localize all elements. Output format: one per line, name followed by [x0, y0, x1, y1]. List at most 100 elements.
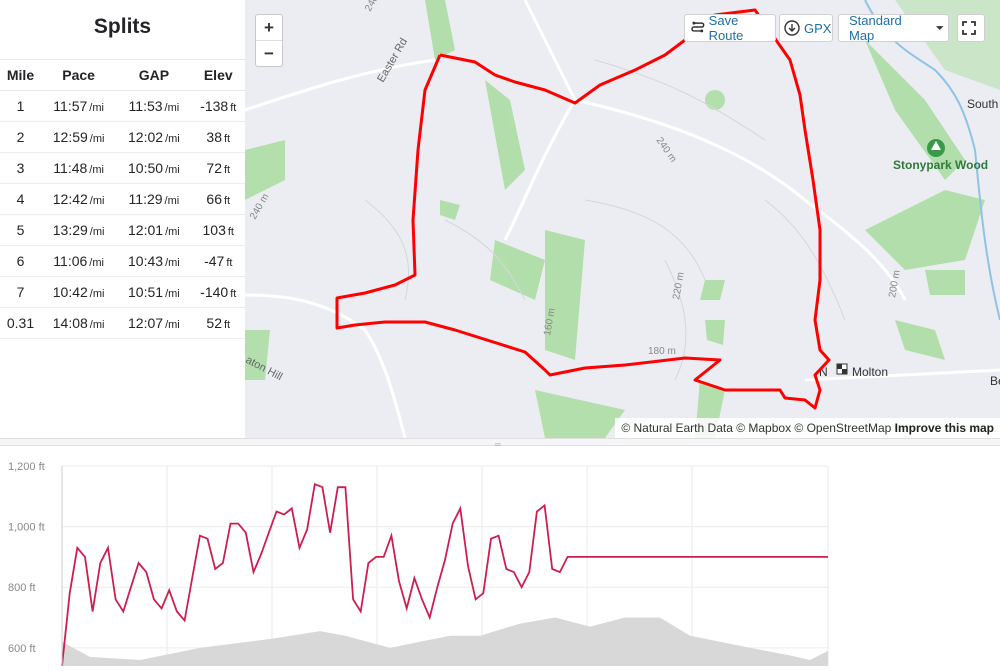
y-tick-label: 800 ft	[8, 582, 36, 594]
split-mile: 4	[0, 183, 41, 215]
fullscreen-button[interactable]	[957, 14, 985, 42]
split-elev-unit: ft	[226, 257, 233, 269]
split-row: 3 11:48/mi 10:50/mi 72 ft	[0, 152, 245, 184]
fullscreen-icon	[962, 21, 976, 35]
split-elev: 103 ft	[191, 214, 245, 246]
split-pace-value: 10:42	[52, 284, 88, 300]
split-elev-value: 72	[206, 160, 222, 176]
panel-divider[interactable]: ═	[0, 438, 1000, 449]
split-mile-value: 3	[16, 160, 25, 176]
split-pace-unit: /mi	[89, 102, 104, 114]
elevation-chart-svg[interactable]: 1,200 ft 1,000 ft 800 ft 600 ft	[0, 446, 1000, 667]
resize-handle-icon[interactable]: ═	[495, 440, 501, 449]
split-mile: 1	[0, 90, 41, 122]
zoom-control: + −	[255, 14, 283, 67]
split-row: 4 12:42/mi 11:29/mi 66 ft	[0, 183, 245, 215]
split-mile-value: 6	[16, 253, 25, 269]
elevation-series-line[interactable]	[61, 482, 828, 667]
y-tick-label: 1,200 ft	[8, 461, 45, 473]
zoom-out-button[interactable]: −	[256, 40, 282, 66]
split-gap-unit: /mi	[165, 288, 180, 300]
split-pace-unit: /mi	[89, 288, 105, 300]
label-contour-2: 240 m	[654, 135, 679, 164]
split-gap-unit: /mi	[165, 257, 180, 269]
label-contour-4: 220 m	[671, 271, 687, 300]
tree-icon	[927, 139, 945, 157]
split-elev-value: 52	[206, 315, 222, 331]
split-elev: 72 ft	[191, 152, 245, 184]
y-tick-label: 1,000 ft	[8, 522, 45, 534]
split-mile-value: 1	[16, 98, 25, 114]
split-mile: 3	[0, 152, 41, 184]
label-molton-a: N	[819, 365, 828, 379]
split-mile: 0.31	[0, 307, 41, 339]
label-easter-rd: Easter Rd	[375, 36, 410, 84]
splits-title: Splits	[93, 15, 152, 38]
split-pace-value: 11:06	[53, 253, 88, 269]
split-mile-value: 0.31	[6, 315, 35, 331]
split-elev: -140 ft	[191, 276, 245, 308]
col-gap: GAP	[116, 59, 192, 91]
split-pace-unit: /mi	[89, 133, 105, 145]
col-elev: Elev	[191, 59, 245, 91]
split-gap: 10:51/mi	[116, 276, 192, 308]
split-elev-value: -47	[204, 253, 225, 269]
split-mile-value: 2	[16, 129, 25, 145]
split-gap-unit: /mi	[165, 226, 180, 238]
map-canvas[interactable]: South Stonypark Wood N Molton Be Easter …	[245, 0, 1000, 438]
split-mile: 6	[0, 245, 41, 277]
split-elev-value: 38	[206, 129, 222, 145]
improve-map-link[interactable]: Improve this map	[894, 421, 994, 435]
split-mile-value: 7	[16, 284, 25, 300]
split-pace-unit: /mi	[89, 257, 104, 269]
splits-header-row: Mile Pace GAP Elev	[0, 59, 245, 91]
split-gap-unit: /mi	[164, 195, 180, 207]
split-gap: 11:29/mi	[116, 183, 192, 215]
split-pace: 14:08/mi	[40, 307, 117, 339]
split-gap-value: 12:07	[128, 315, 164, 331]
y-tick-label: 600 ft	[8, 643, 36, 655]
split-row: 5 13:29/mi 12:01/mi 103 ft	[0, 214, 245, 246]
split-row: 2 12:59/mi 12:02/mi 38 ft	[0, 121, 245, 153]
route-map[interactable]: South Stonypark Wood N Molton Be Easter …	[245, 0, 1000, 438]
download-icon	[784, 20, 800, 36]
split-pace: 12:42/mi	[40, 183, 117, 215]
label-stonypark-wood: Stonypark Wood	[893, 158, 988, 172]
splits-table: Mile Pace GAP Elev 1 11:57/mi 11:53/mi -138…	[0, 59, 245, 339]
split-gap: 11:53/mi	[116, 90, 192, 122]
split-gap-value: 11:29	[128, 191, 163, 207]
route-line[interactable]	[335, 8, 831, 410]
gpx-label: GPX	[804, 20, 832, 36]
split-gap-value: 10:50	[128, 160, 164, 176]
split-gap-unit: /mi	[165, 319, 180, 331]
gpx-download-button[interactable]: GPX	[779, 14, 833, 42]
map-style-select[interactable]: Standard Map	[838, 13, 949, 43]
split-pace: 11:06/mi	[40, 245, 117, 277]
split-pace-unit: /mi	[89, 164, 104, 176]
split-pace: 10:42/mi	[40, 276, 117, 308]
split-elev-value: 66	[206, 191, 222, 207]
split-elev-unit: ft	[230, 288, 237, 300]
elevation-chart[interactable]: 1,200 ft 1,000 ft 800 ft 600 ft	[0, 446, 1000, 667]
label-be: Be	[990, 374, 1000, 388]
split-gap-value: 10:51	[128, 284, 164, 300]
split-pace-value: 12:59	[52, 129, 88, 145]
col-pace: Pace	[40, 59, 117, 91]
split-gap-value: 11:53	[128, 98, 163, 114]
split-gap-unit: /mi	[165, 164, 180, 176]
split-elev: 38 ft	[191, 121, 245, 153]
split-pace-value: 12:42	[52, 191, 88, 207]
split-elev-unit: ft	[223, 164, 231, 176]
save-route-label: Save Route	[708, 13, 744, 43]
map-style-label: Standard Map	[849, 13, 902, 43]
split-pace: 12:59/mi	[40, 121, 117, 153]
zoom-in-button[interactable]: +	[264, 18, 274, 37]
split-row: 7 10:42/mi 10:51/mi -140 ft	[0, 276, 245, 308]
split-elev: 66 ft	[191, 183, 245, 215]
split-row: 1 11:57/mi 11:53/mi -138 ft	[0, 90, 245, 122]
split-row: 0.31 14:08/mi 12:07/mi 52 ft	[0, 307, 245, 339]
split-gap: 12:02/mi	[116, 121, 192, 153]
save-route-button[interactable]: Save Route	[684, 13, 776, 43]
split-gap-unit: /mi	[164, 102, 180, 114]
finish-flag-icon	[836, 363, 848, 375]
